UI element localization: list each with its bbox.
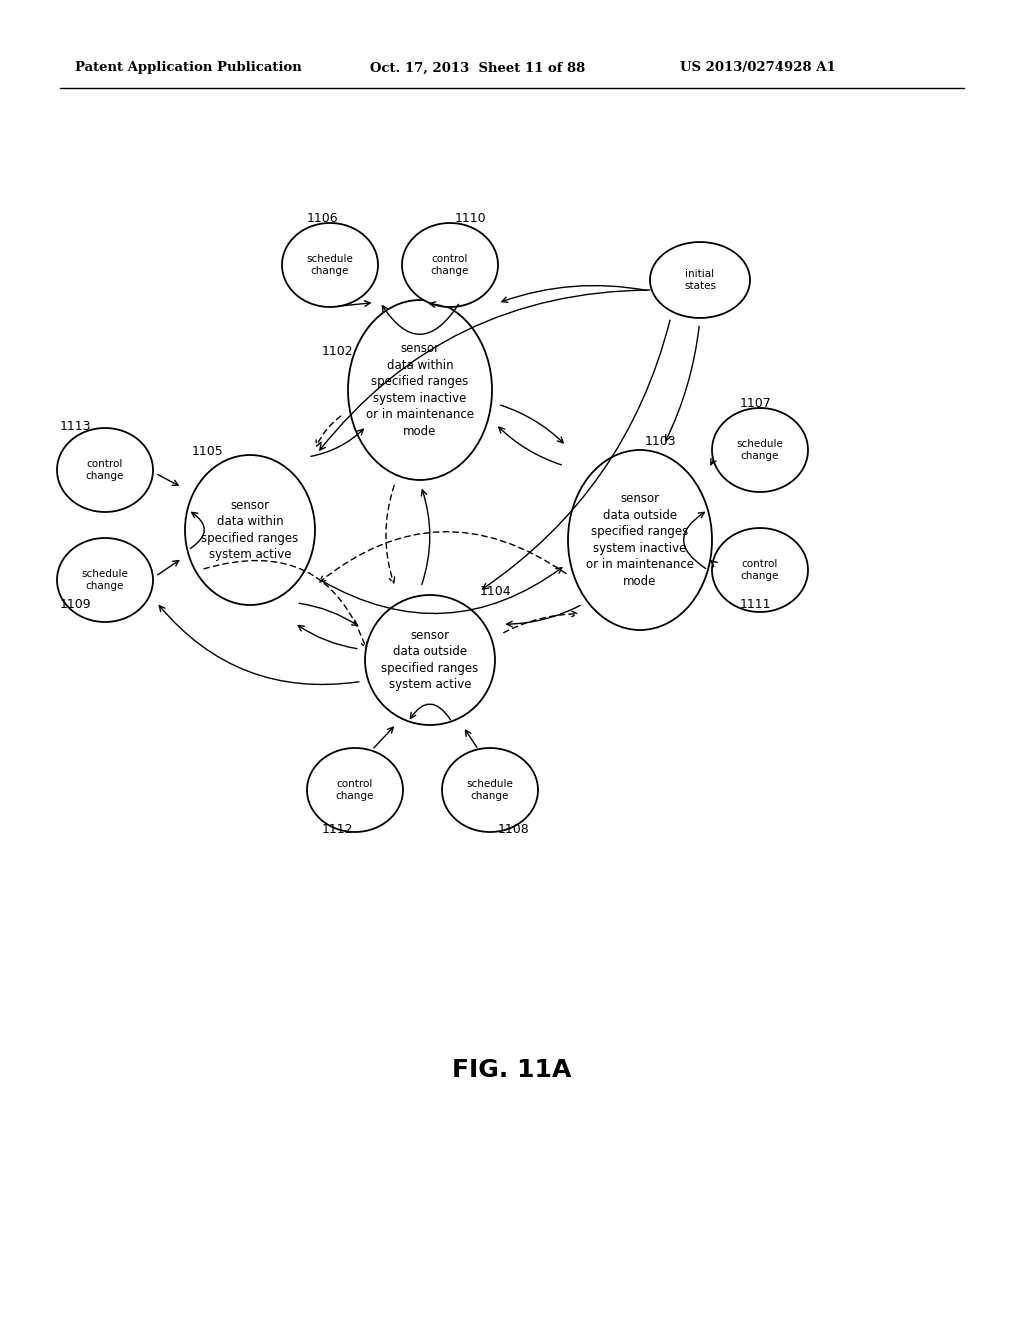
Text: 1113: 1113 — [60, 420, 91, 433]
Text: schedule
change: schedule change — [306, 253, 353, 276]
Text: sensor
data outside
specified ranges
system inactive
or in maintenance
mode: sensor data outside specified ranges sys… — [586, 492, 694, 587]
Ellipse shape — [307, 748, 403, 832]
Text: control
change: control change — [336, 779, 374, 801]
Text: Oct. 17, 2013  Sheet 11 of 88: Oct. 17, 2013 Sheet 11 of 88 — [370, 62, 586, 74]
Text: 1102: 1102 — [322, 345, 353, 358]
Text: sensor
data outside
specified ranges
system active: sensor data outside specified ranges sys… — [381, 628, 478, 692]
Text: 1111: 1111 — [740, 598, 771, 611]
Text: 1110: 1110 — [455, 213, 486, 224]
Text: 1103: 1103 — [645, 436, 677, 447]
Text: control
change: control change — [431, 253, 469, 276]
Text: FIG. 11A: FIG. 11A — [453, 1059, 571, 1082]
Text: schedule
change: schedule change — [736, 438, 783, 462]
Text: US 2013/0274928 A1: US 2013/0274928 A1 — [680, 62, 836, 74]
Text: 1108: 1108 — [498, 822, 529, 836]
Text: control
change: control change — [740, 558, 779, 581]
Text: 1106: 1106 — [307, 213, 339, 224]
Ellipse shape — [402, 223, 498, 308]
Ellipse shape — [650, 242, 750, 318]
Text: initial
states: initial states — [684, 268, 716, 292]
Text: schedule
change: schedule change — [82, 569, 128, 591]
Text: 1109: 1109 — [60, 598, 91, 611]
Text: 1112: 1112 — [322, 822, 353, 836]
Ellipse shape — [442, 748, 538, 832]
Text: Patent Application Publication: Patent Application Publication — [75, 62, 302, 74]
Text: sensor
data within
specified ranges
system inactive
or in maintenance
mode: sensor data within specified ranges syst… — [366, 342, 474, 438]
Ellipse shape — [185, 455, 315, 605]
Ellipse shape — [712, 408, 808, 492]
Text: 1105: 1105 — [193, 445, 224, 458]
Ellipse shape — [365, 595, 495, 725]
Ellipse shape — [57, 539, 153, 622]
Ellipse shape — [568, 450, 712, 630]
Text: 1104: 1104 — [480, 585, 512, 598]
Text: sensor
data within
specified ranges
system active: sensor data within specified ranges syst… — [202, 499, 299, 561]
Ellipse shape — [57, 428, 153, 512]
Text: 1107: 1107 — [740, 397, 772, 411]
Ellipse shape — [712, 528, 808, 612]
Text: control
change: control change — [86, 458, 124, 482]
Text: schedule
change: schedule change — [467, 779, 513, 801]
Ellipse shape — [282, 223, 378, 308]
Ellipse shape — [348, 300, 492, 480]
